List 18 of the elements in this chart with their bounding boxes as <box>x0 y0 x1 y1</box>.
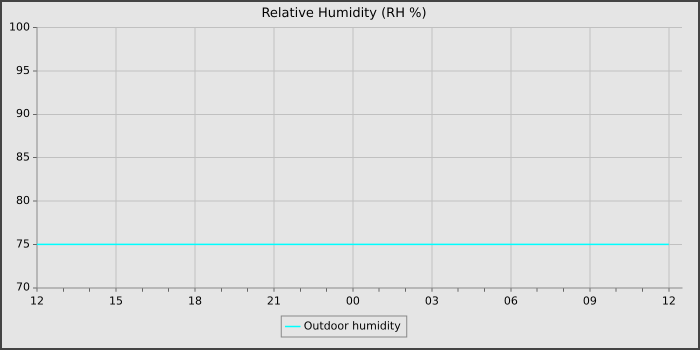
chart-title: Relative Humidity (RH %) <box>261 6 427 22</box>
y-tick-label: 85 <box>16 150 30 164</box>
y-tick-label: 75 <box>16 237 30 250</box>
x-tick-label: 09 <box>582 294 597 308</box>
y-tick-label: 70 <box>16 280 30 294</box>
x-tick-label: 00 <box>346 294 360 308</box>
y-tick-label: 90 <box>16 107 30 120</box>
x-tick-label: 15 <box>108 294 123 308</box>
x-tick-label: 12 <box>662 294 676 308</box>
y-tick-label: 95 <box>16 64 30 77</box>
x-tick-label: 03 <box>424 294 439 308</box>
x-tick-label: 21 <box>266 294 281 308</box>
y-tick-label: 80 <box>16 194 30 207</box>
y-tick-label: 100 <box>8 20 30 34</box>
x-tick-label: 12 <box>30 294 44 308</box>
legend-label: Outdoor humidity <box>304 319 402 332</box>
x-tick-label: 18 <box>188 294 202 308</box>
x-tick-label: 06 <box>504 294 518 308</box>
